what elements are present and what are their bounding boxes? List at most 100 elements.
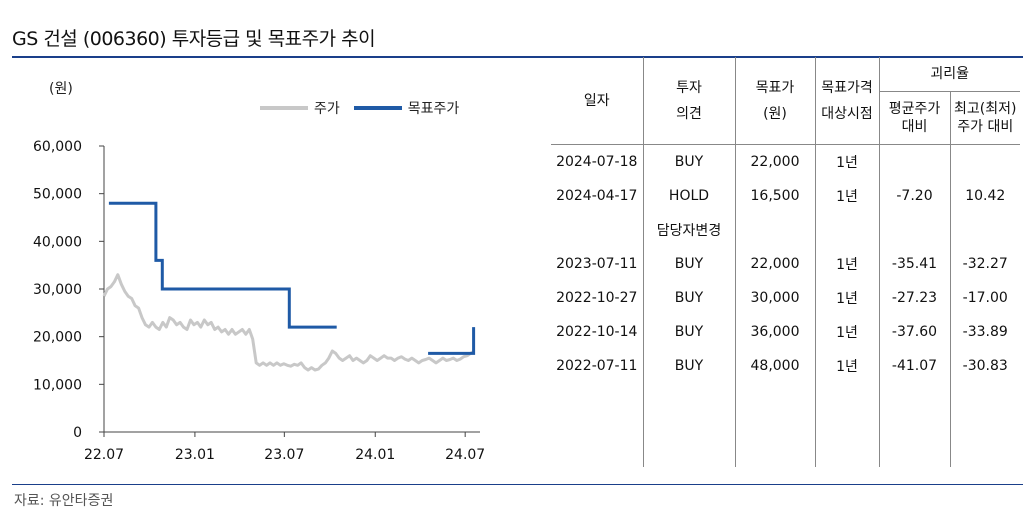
filler-cell [551,383,643,467]
cell-period: 1년 [814,349,879,383]
cell-avg: -35.41 [878,247,950,281]
header-period: 목표가격 대상시점 [814,57,879,145]
cell-avg: -7.20 [878,179,950,213]
header-opinion-line2: 의견 [676,105,702,122]
x-tick-label: 23.01 [175,447,215,463]
y-tick-label: 30,000 [33,282,82,298]
target-price-segment-1 [108,201,337,329]
cell-opinion: BUY [642,315,735,349]
cell-opinion: 담당자변경 [642,213,735,247]
cell-period: 1년 [814,281,879,315]
x-tick-label: 24.07 [445,447,485,463]
filler-cell [814,383,879,467]
legend-label-target: 목표주가 [407,101,460,117]
cell-hl: 10.42 [949,179,1020,213]
header-gap: 괴리율 [878,57,1020,92]
chart-title: GS 건설 (006360) 투자등급 및 목표주가 추이 [12,28,376,50]
cell-avg [878,213,950,247]
cell-period [814,213,879,247]
legend-item-target: 목표주가 [353,98,460,118]
rating-table: 일자 투자 의견 목표가 (원) 목표가격 대상시점 괴리율 평균주가 대비 최… [551,57,1020,467]
y-tick-label: 40,000 [33,234,82,250]
table-row: 2023-07-11 BUY 22,000 1년 -35.41 -32.27 [551,247,1020,281]
cell-period: 1년 [814,315,879,349]
price-series-line [102,273,475,372]
cell-date [551,213,643,247]
header-opinion: 투자 의견 [642,57,735,145]
cell-avg: -37.60 [878,315,950,349]
x-tick-label: 22.07 [84,447,124,463]
cell-target: 22,000 [734,144,815,179]
cell-opinion: BUY [642,349,735,383]
bottom-rule [12,484,1023,485]
table-row: 2022-07-11 BUY 48,000 1년 -41.07 -30.83 [551,349,1020,383]
cell-avg: -41.07 [878,349,950,383]
filler-cell [642,383,735,467]
table-row: 2024-07-18 BUY 22,000 1년 [551,144,1020,179]
legend-swatch-price [260,106,308,110]
cell-period: 1년 [814,179,879,213]
cell-target: 36,000 [734,315,815,349]
header-target-line2: (원) [763,105,787,122]
header-period-line2: 대상시점 [821,105,873,122]
header-hl: 최고(최저) 주가 대비 [949,91,1020,145]
source-note: 자료: 유안타증권 [14,493,114,509]
cell-period: 1년 [814,247,879,281]
legend-swatch-target [353,106,402,110]
top-rule [12,56,1023,58]
legend-item-price: 주가 [260,98,340,118]
y-tick-label: 20,000 [33,330,82,346]
table-filler-row [551,383,1020,467]
cell-date: 2022-10-14 [556,324,638,340]
header-opinion-line1: 투자 [676,79,702,96]
cell-date: 2022-10-27 [556,290,638,306]
x-tick-label: 23.07 [264,447,304,463]
cell-opinion: BUY [642,247,735,281]
cell-target: 22,000 [734,247,815,281]
header-avg-line1: 평균주가 [888,101,941,117]
header-hl-line1: 최고(최저) [954,101,1017,117]
cell-hl: -33.89 [949,315,1020,349]
cell-date: 2024-04-17 [556,188,638,204]
legend: 주가 목표주가 [260,98,473,118]
y-tick-label: 50,000 [33,187,82,203]
cell-hl: -17.00 [949,281,1020,315]
x-tick-label: 24.01 [355,447,395,463]
header-target-line1: 목표가 [755,79,795,96]
table-row: 2022-10-27 BUY 30,000 1년 -27.23 -17.00 [551,281,1020,315]
cell-opinion: BUY [642,144,735,179]
price-chart: 60,000 50,000 40,000 30,000 20,000 10,000 022.… [33,139,485,463]
cell-hl [949,144,1020,179]
cell-hl: -30.83 [949,349,1020,383]
table-row: 2022-10-14 BUY 36,000 1년 -37.60 -33.89 [551,315,1020,349]
cell-opinion: HOLD [642,179,735,213]
y-tick-label: 10,000 [33,377,82,393]
cell-avg: -27.23 [878,281,950,315]
cell-target: 16,500 [734,179,815,213]
filler-cell [949,383,1020,467]
filler-cell [734,383,815,467]
y-tick-label: 0 [73,425,82,441]
cell-target: 30,000 [734,281,815,315]
cell-target: 48,000 [734,349,815,383]
header-hl-line2: 주가 대비 [957,119,1014,135]
header-avg: 평균주가 대비 [878,91,950,145]
cell-opinion: BUY [642,281,735,315]
cell-hl: -32.27 [949,247,1020,281]
cell-target [734,213,815,247]
legend-label-price: 주가 [314,101,340,117]
cell-date: 2023-07-11 [556,256,638,272]
header-target: 목표가 (원) [734,57,815,145]
table-row: 2024-04-17 HOLD 16,500 1년 -7.20 10.42 [551,179,1020,213]
cell-date: 2022-07-11 [556,358,638,374]
table-row: 담당자변경 [551,213,1020,247]
cell-date: 2024-07-18 [556,154,638,170]
cell-period: 1년 [814,144,879,179]
cell-hl [949,213,1020,247]
header-period-line1: 목표가격 [821,79,873,96]
filler-cell [878,383,950,467]
y-tick-label: 60,000 [33,139,82,155]
y-unit-label: (원) [49,81,73,97]
header-avg-line2: 대비 [901,119,928,135]
target-price-segment-2 [428,327,476,355]
